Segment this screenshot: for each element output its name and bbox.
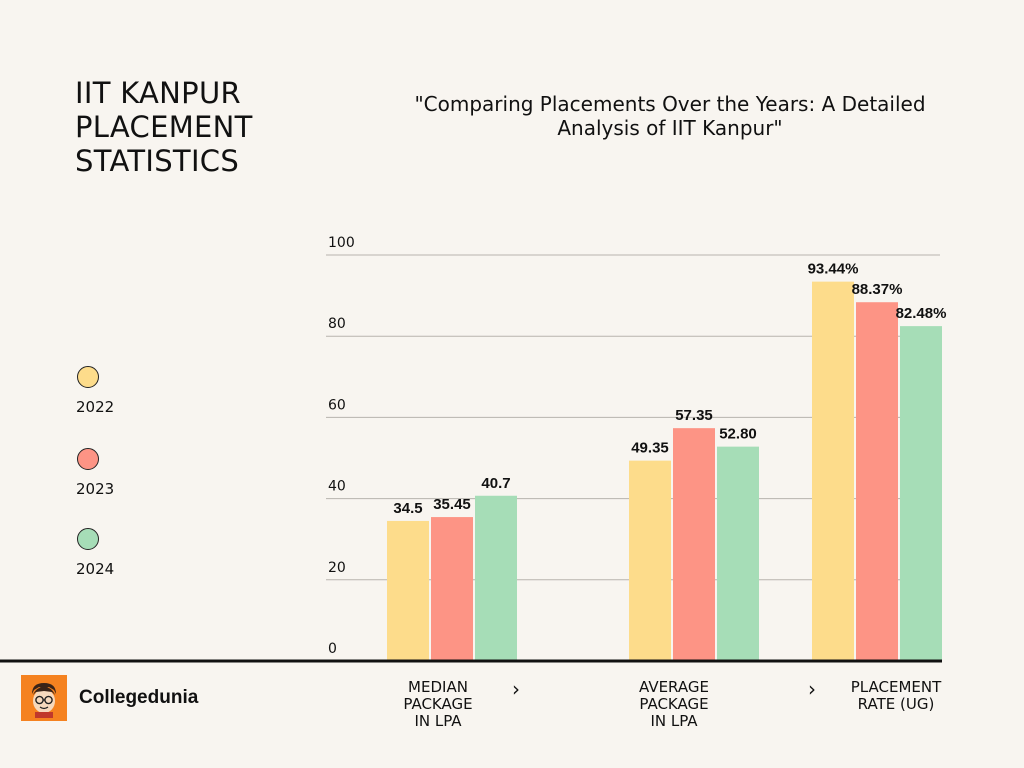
x-tick-label: PLACEMENT RATE (UG)	[850, 678, 942, 713]
x-tick-label: AVERAGE PACKAGE IN LPA	[639, 678, 709, 730]
bar-2024-2	[900, 326, 942, 661]
legend-swatch-2023	[77, 448, 99, 470]
data-label: 49.35	[631, 440, 669, 457]
y-tick-label: 20	[328, 560, 346, 576]
bar-2023-0	[431, 517, 473, 661]
brand: Collegedunia	[21, 675, 198, 721]
data-label: 57.35	[675, 407, 713, 424]
data-label: 35.45	[433, 496, 471, 513]
bar-2024-0	[475, 495, 517, 661]
legend-label-2024: 2024	[76, 560, 115, 578]
bar-2022-0	[387, 520, 429, 661]
legend-label-2022: 2022	[76, 398, 115, 416]
data-label: 82.48%	[896, 305, 947, 322]
bar-2022-1	[629, 460, 671, 661]
legend-swatch-2024	[77, 528, 99, 550]
legend-item-2022: 2022	[76, 366, 114, 416]
data-label: 88.37%	[852, 281, 903, 298]
legend-item-2023: 2023	[76, 448, 114, 498]
brand-name: Collegedunia	[79, 687, 199, 708]
y-tick-label: 100	[328, 235, 355, 251]
bar-2022-2	[812, 281, 854, 661]
y-tick-label: 80	[328, 316, 346, 332]
data-label: 34.5	[393, 500, 422, 517]
chevron-right-icon: ›	[512, 677, 520, 701]
cartoon-student-avatar-icon	[21, 675, 67, 721]
bar-2023-2	[856, 302, 898, 661]
legend-swatch-2022	[77, 366, 99, 388]
y-tick-label: 60	[328, 397, 346, 413]
data-label: 93.44%	[808, 261, 859, 278]
legend-item-2024: 2024	[76, 528, 114, 578]
bar-2024-1	[717, 446, 759, 661]
data-label: 40.7	[481, 475, 510, 492]
page-title: IIT KANPUR PLACEMENT STATISTICS	[75, 76, 253, 178]
bar-2023-1	[673, 428, 715, 661]
legend-label-2023: 2023	[76, 480, 115, 498]
y-tick-label: 0	[328, 641, 337, 657]
y-tick-label: 40	[328, 479, 346, 495]
x-tick-label: MEDIAN PACKAGE IN LPA	[403, 678, 473, 730]
chart-subtitle: "Comparing Placements Over the Years: A …	[414, 92, 926, 140]
data-label: 52.80	[719, 426, 757, 443]
chevron-right-icon: ›	[808, 677, 816, 701]
